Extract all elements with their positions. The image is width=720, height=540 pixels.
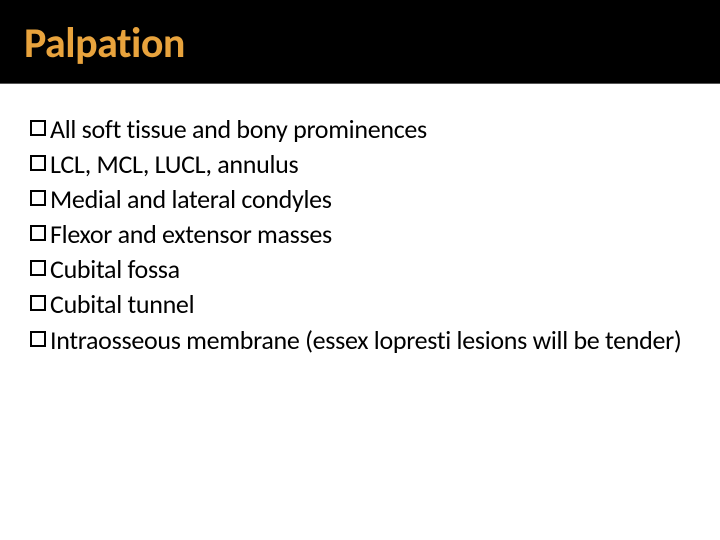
title-bar: Palpation bbox=[0, 0, 720, 84]
bullet-box-icon bbox=[30, 260, 46, 276]
bullet-box-icon bbox=[30, 190, 46, 206]
list-item: Flexor and extensor masses bbox=[30, 217, 690, 252]
bullet-text: Flexor and extensor masses bbox=[50, 217, 690, 252]
bullet-text: Intraosseous membrane (essex lopresti le… bbox=[50, 323, 690, 358]
bullet-box-icon bbox=[30, 155, 46, 171]
bullet-text: Cubital tunnel bbox=[50, 287, 690, 322]
slide-content: All soft tissue and bony prominences LCL… bbox=[0, 84, 720, 378]
bullet-text: LCL, MCL, LUCL, annulus bbox=[50, 147, 690, 182]
list-item: All soft tissue and bony prominences bbox=[30, 112, 690, 147]
list-item: Cubital tunnel bbox=[30, 287, 690, 322]
list-item: Cubital fossa bbox=[30, 252, 690, 287]
bullet-text: Medial and lateral condyles bbox=[50, 182, 690, 217]
bullet-box-icon bbox=[30, 331, 46, 347]
bullet-box-icon bbox=[30, 295, 46, 311]
bullet-text: All soft tissue and bony prominences bbox=[50, 112, 690, 147]
bullet-text: Cubital fossa bbox=[50, 252, 690, 287]
bullet-box-icon bbox=[30, 120, 46, 136]
bullet-box-icon bbox=[30, 225, 46, 241]
list-item: LCL, MCL, LUCL, annulus bbox=[30, 147, 690, 182]
list-item: Medial and lateral condyles bbox=[30, 182, 690, 217]
list-item: Intraosseous membrane (essex lopresti le… bbox=[30, 323, 690, 358]
bullet-list: All soft tissue and bony prominences LCL… bbox=[30, 112, 690, 358]
slide-title: Palpation bbox=[24, 18, 720, 69]
